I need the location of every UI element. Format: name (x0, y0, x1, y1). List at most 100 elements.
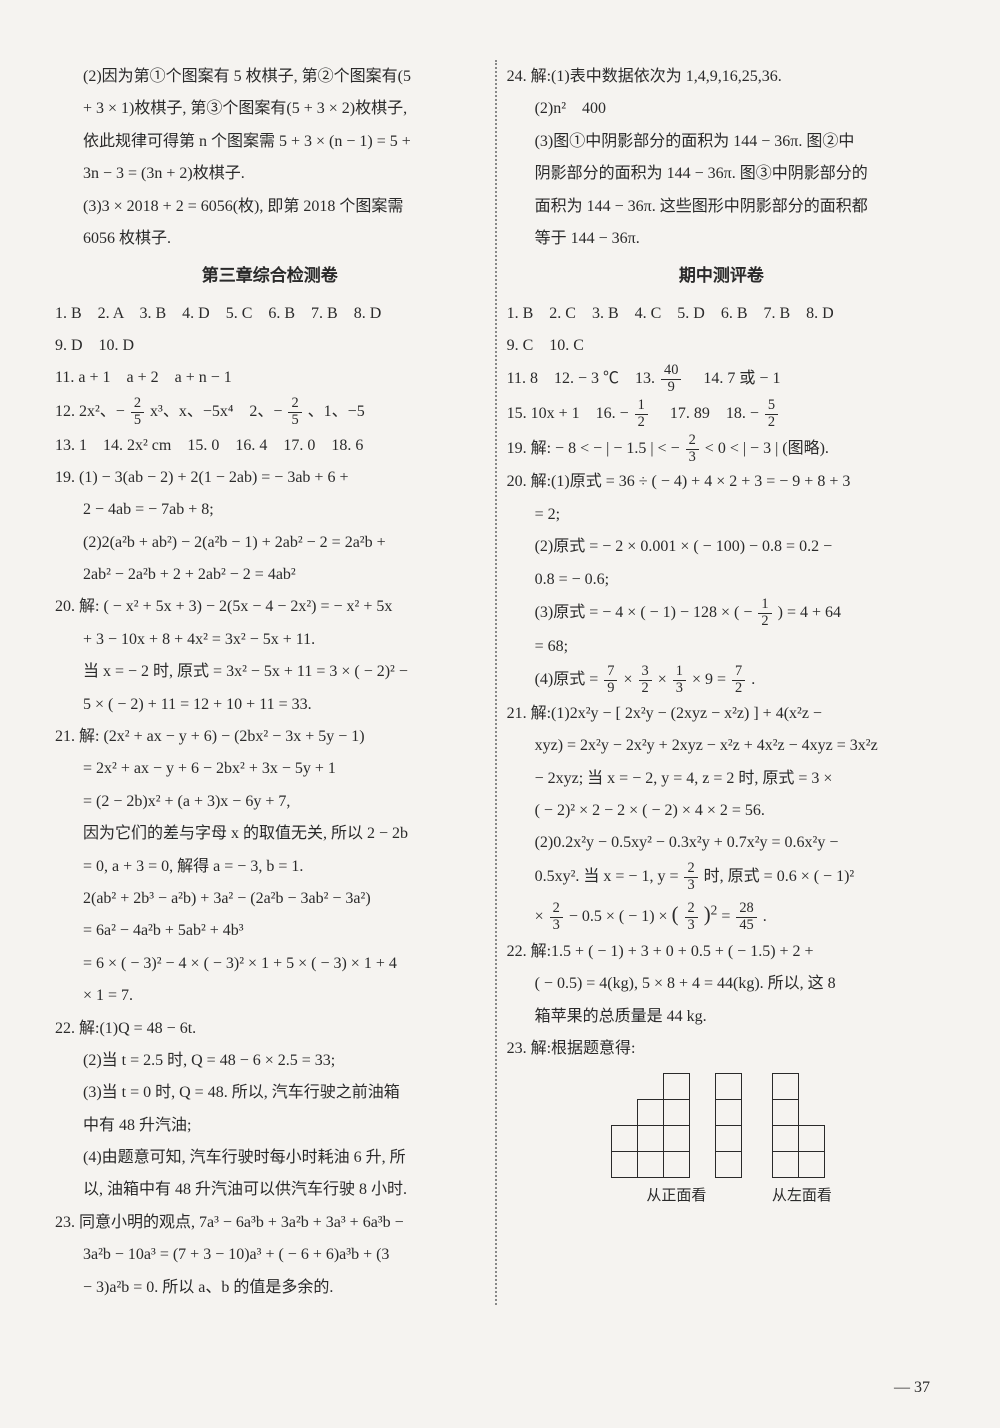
text: × (623, 671, 636, 688)
q22: 中有 48 升汽油; (55, 1111, 485, 1141)
q23: − 3)a²b = 0. 所以 a、b 的值是多余的. (55, 1273, 485, 1303)
fraction: 23 (550, 901, 563, 934)
fraction: 79 (604, 664, 617, 697)
q21: = (2 − 2b)x² + (a + 3)x − 6y + 7, (55, 787, 485, 817)
text: (4)原式 = (535, 671, 603, 688)
text: + 3 × 1)枚棋子, 第③个图案有(5 + 3 × 2)枚棋子, (55, 94, 485, 124)
figure-caption: 从左面看 (772, 1182, 832, 1211)
left-view-figure: 从左面看 (772, 1073, 832, 1211)
q21: (2)0.2x²y − 0.5xy² − 0.3x²y + 0.7x²y = 0… (507, 828, 937, 858)
q22: 22. 解:1.5 + ( − 1) + 3 + 0 + 0.5 + ( − 1… (507, 937, 937, 967)
q22: 以, 油箱中有 48 升汽油可以供汽车行驶 8 小时. (55, 1175, 485, 1205)
q24: (3)图①中阴影部分的面积为 144 − 36π. 图②中 (507, 127, 937, 157)
text: × 9 = (692, 671, 730, 688)
q21: 因为它们的差与字母 x 的取值无关, 所以 2 − 2b (55, 819, 485, 849)
mc-answers: 9. D 10. D (55, 331, 485, 361)
fraction: 72 (732, 664, 745, 697)
q23: 23. 同意小明的观点, 7a³ − 6a³b + 3a²b + 3a³ + 6… (55, 1208, 485, 1238)
q21: = 2x² + ax − y + 6 − 2bx² + 3x − 5y + 1 (55, 754, 485, 784)
q22: ( − 0.5) = 4(kg), 5 × 8 + 4 = 44(kg). 所以… (507, 969, 937, 999)
figure-block: 从正面看 从左面看 (507, 1073, 937, 1211)
q21b: 0.5xy². 当 x = − 1, y = 23 时, 原式 = 0.6 × … (507, 861, 937, 894)
text: 14. 7 或 − 1 (687, 370, 780, 387)
q22: (4)由题意可知, 汽车行驶时每小时耗油 6 升, 所 (55, 1143, 485, 1173)
text: − 0.5 × ( − 1) × (569, 908, 672, 925)
front-view-figure: 从正面看 (611, 1073, 742, 1211)
text: 时, 原式 = 0.6 × ( − 1)² (704, 868, 855, 885)
q12: 12. 2x²、− 25 x³、x、−5x⁴ 2、− 25 、1、−5 (55, 396, 485, 429)
fraction: 12 (758, 597, 771, 630)
q24: 24. 解:(1)表中数据依次为 1,4,9,16,25,36. (507, 62, 937, 92)
q19: 2ab² − 2a²b + 2 + 2ab² − 2 = 4ab² (55, 560, 485, 590)
mc-answers: 9. C 10. C (507, 331, 937, 361)
q15-18: 15. 10x + 1 16. − 12 17. 89 18. − 52 (507, 398, 937, 431)
text: 依此规律可得第 n 个图案需 5 + 3 × (n − 1) = 5 + (55, 127, 485, 157)
section-title: 期中测评卷 (507, 260, 937, 292)
q20: 20. 解: ( − x² + 5x + 3) − 2(5x − 4 − 2x²… (55, 592, 485, 622)
q22: 22. 解:(1)Q = 48 − 6t. (55, 1014, 485, 1044)
mc-answers: 1. B 2. C 3. B 4. C 5. D 6. B 7. B 8. D (507, 299, 937, 329)
q20: 5 × ( − 2) + 11 = 12 + 10 + 11 = 33. (55, 690, 485, 720)
q21: 21. 解: (2x² + ax − y + 6) − (2bx² − 3x +… (55, 722, 485, 752)
text: < 0 < | − 3 | (图略). (705, 440, 829, 457)
text: ) = 4 + 64 (778, 604, 841, 621)
text: 17. 89 18. − (654, 405, 759, 422)
text: ) (704, 903, 711, 926)
q20: + 3 − 10x + 8 + 4x² = 3x² − 5x + 11. (55, 625, 485, 655)
q21: = 6 × ( − 3)² − 4 × ( − 3)² × 1 + 5 × ( … (55, 949, 485, 979)
figure-caption: 从正面看 (611, 1182, 742, 1211)
fraction: 2845 (736, 901, 756, 934)
fraction: 12 (635, 398, 648, 431)
superscript: 2 (711, 903, 718, 918)
q24: 阴影部分的面积为 144 − 36π. 图③中阴影部分的 (507, 159, 937, 189)
q21: − 2xyz; 当 x = − 2, y = 4, z = 2 时, 原式 = … (507, 764, 937, 794)
q21: = 0, a + 3 = 0, 解得 a = − 3, b = 1. (55, 852, 485, 882)
fraction: 23 (686, 433, 699, 466)
front-view-grid (611, 1073, 742, 1178)
q21: = 6a² − 4a²b + 5ab² + 4b³ (55, 916, 485, 946)
text: 3n − 3 = (3n + 2)枚棋子. (55, 159, 485, 189)
q20-4: (4)原式 = 79 × 32 × 13 × 9 = 72 . (507, 664, 937, 697)
fraction: 25 (288, 396, 301, 429)
q20: 0.8 = − 0.6; (507, 565, 937, 595)
left-column: (2)因为第①个图案有 5 枚棋子, 第②个图案有(5 + 3 × 1)枚棋子,… (55, 60, 485, 1305)
q19: 19. 解: − 8 < − | − 1.5 | < − 23 < 0 < | … (507, 433, 937, 466)
left-view-grid (772, 1073, 825, 1178)
fraction: 13 (673, 664, 686, 697)
text: = (721, 908, 734, 925)
fraction: 23 (685, 901, 698, 934)
q23-label: 23. 解:根据题意得: (507, 1034, 937, 1064)
fraction: 32 (639, 664, 652, 697)
text: (3)原式 = − 4 × ( − 1) − 128 × ( − (535, 604, 757, 621)
text: 12. 2x²、− (55, 403, 125, 420)
text: x³、x、−5x⁴ 2、− (150, 403, 282, 420)
q19: (2)2(a²b + ab²) − 2(a²b − 1) + 2ab² − 2 … (55, 528, 485, 558)
fraction: 25 (131, 396, 144, 429)
q21: 2(ab² + 2b³ − a²b) + 3a² − (2a²b − 3ab² … (55, 884, 485, 914)
q24: 等于 144 − 36π. (507, 224, 937, 254)
q11: 11. a + 1 a + 2 a + n − 1 (55, 363, 485, 393)
q20-3b: = 68; (507, 632, 937, 662)
q20: 20. 解:(1)原式 = 36 ÷ ( − 4) + 4 × 2 + 3 = … (507, 467, 937, 497)
q22: 箱苹果的总质量是 44 kg. (507, 1002, 937, 1032)
right-column: 24. 解:(1)表中数据依次为 1,4,9,16,25,36. (2)n² 4… (507, 60, 937, 1305)
text: × (658, 671, 671, 688)
mc-answers: 1. B 2. A 3. B 4. D 5. C 6. B 7. B 8. D (55, 299, 485, 329)
q20-3: (3)原式 = − 4 × ( − 1) − 128 × ( − 12 ) = … (507, 597, 937, 630)
q20: (2)原式 = − 2 × 0.001 × ( − 100) − 0.8 = 0… (507, 532, 937, 562)
q20: = 2; (507, 500, 937, 530)
column-divider (495, 60, 497, 1305)
fraction: 409 (661, 363, 681, 396)
page-number: — 37 (894, 1373, 930, 1403)
fraction: 52 (765, 398, 778, 431)
text: . (751, 671, 755, 688)
text: . (763, 908, 767, 925)
section-title: 第三章综合检测卷 (55, 260, 485, 292)
text: 、1、−5 (308, 403, 365, 420)
q19: 19. (1) − 3(ab − 2) + 2(1 − 2ab) = − 3ab… (55, 463, 485, 493)
q21: × 1 = 7. (55, 981, 485, 1011)
q13-18: 13. 1 14. 2x² cm 15. 0 16. 4 17. 0 18. 6 (55, 431, 485, 461)
q24: 面积为 144 − 36π. 这些图形中阴影部分的面积都 (507, 192, 937, 222)
text: × (535, 908, 548, 925)
text: ( (672, 903, 679, 926)
